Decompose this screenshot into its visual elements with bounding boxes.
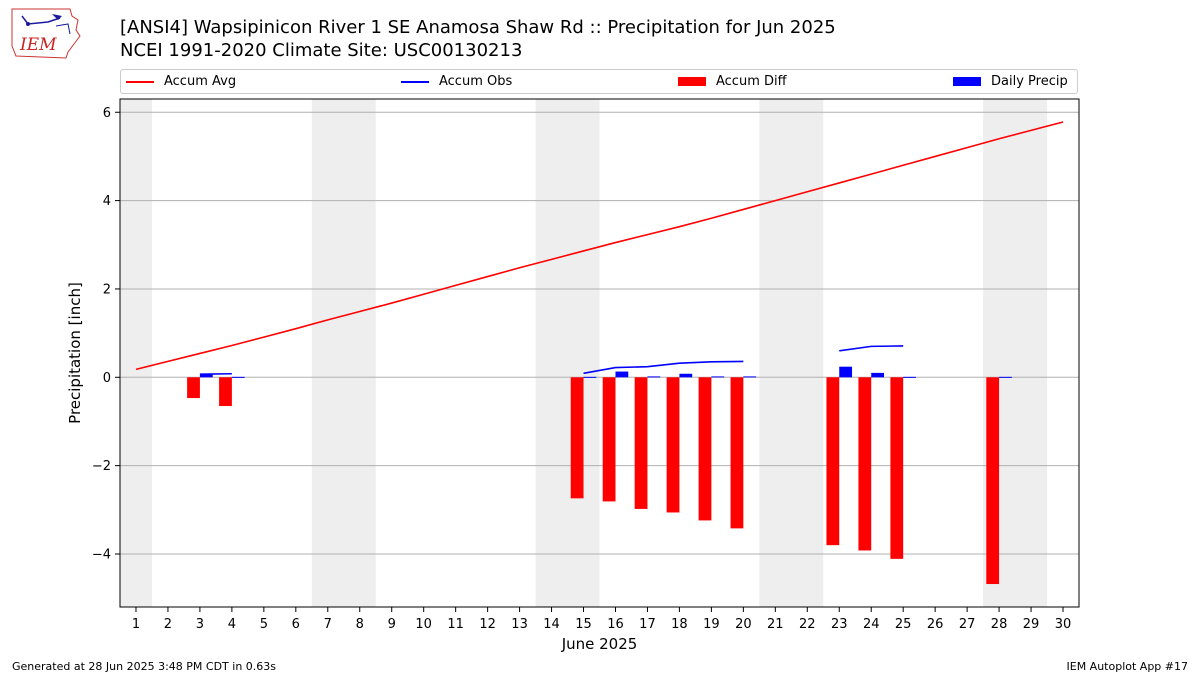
daily-precip-bar bbox=[615, 371, 629, 378]
accum-diff-bar bbox=[890, 377, 904, 559]
accum-diff-bar bbox=[986, 377, 1000, 585]
x-axis-ticks: 1 2 3 4 5 6 7 8 9 10 11 12 13 14 15 16 17 18 19 20 21 22 23 24 2… bbox=[132, 607, 1071, 632]
legend-item-daily-precip: Daily Precip bbox=[953, 74, 1068, 89]
x-tick-label: 7 bbox=[324, 617, 332, 632]
legend-swatch-accum-avg bbox=[126, 80, 154, 83]
y-tick-label: 4 bbox=[103, 194, 111, 209]
weekend-span-3 bbox=[759, 99, 824, 607]
x-tick-label: 18 bbox=[671, 617, 688, 632]
x-tick-label: 24 bbox=[863, 617, 880, 632]
accum-diff-bar bbox=[602, 377, 616, 502]
chart-subtitle: NCEI 1991-2020 Climate Site: USC00130213 bbox=[120, 40, 523, 61]
x-tick-label: 17 bbox=[639, 617, 656, 632]
daily-precip-bar bbox=[711, 376, 725, 378]
daily-precip-bar bbox=[839, 366, 853, 378]
accum-diff-bar bbox=[219, 377, 232, 407]
accum-diff-bar bbox=[858, 377, 872, 551]
iowa-state-outline-icon: IEM bbox=[11, 8, 81, 59]
x-tick-label: 9 bbox=[388, 617, 396, 632]
legend-item-accum-obs: Accum Obs bbox=[401, 74, 512, 89]
weekend-span-1 bbox=[311, 99, 376, 607]
x-tick-label: 20 bbox=[735, 617, 752, 632]
legend-swatch-daily-precip bbox=[953, 77, 981, 86]
x-tick-label: 10 bbox=[415, 617, 432, 632]
x-tick-label: 6 bbox=[292, 617, 300, 632]
x-tick-label: 30 bbox=[1055, 617, 1072, 632]
accum-avg-line bbox=[135, 121, 1064, 371]
plot-frame bbox=[119, 98, 1080, 608]
legend-label-accum-diff: Accum Diff bbox=[716, 74, 787, 89]
bar-series bbox=[187, 366, 1012, 585]
legend-item-accum-avg: Accum Avg bbox=[126, 74, 236, 89]
app-credit: IEM Autoplot App #17 bbox=[1066, 660, 1189, 673]
x-tick-label: 21 bbox=[767, 617, 784, 632]
legend-item-accum-diff: Accum Diff bbox=[678, 74, 787, 89]
weekend-span-0 bbox=[120, 99, 152, 607]
x-tick-label: 4 bbox=[228, 617, 236, 632]
y-tick-label: 2 bbox=[103, 282, 111, 297]
x-tick-label: 29 bbox=[1023, 617, 1040, 632]
x-tick-label: 28 bbox=[991, 617, 1008, 632]
daily-precip-bar bbox=[903, 376, 916, 378]
x-axis-label: June 2025 bbox=[561, 635, 638, 653]
x-tick-label: 26 bbox=[927, 617, 944, 632]
y-tick-label: −4 bbox=[92, 547, 111, 562]
x-tick-label: 27 bbox=[959, 617, 976, 632]
x-tick-label: 5 bbox=[260, 617, 268, 632]
x-tick-label: 1 bbox=[132, 617, 140, 632]
legend-swatch-accum-diff bbox=[678, 77, 706, 86]
x-tick-label: 2 bbox=[164, 617, 172, 632]
daily-precip-bar bbox=[231, 376, 245, 378]
weekend-span-2 bbox=[535, 99, 600, 607]
daily-precip-bar bbox=[199, 374, 213, 378]
daily-precip-bar bbox=[999, 376, 1012, 378]
x-tick-label: 13 bbox=[511, 617, 528, 632]
legend-label-accum-obs: Accum Obs bbox=[439, 74, 513, 89]
x-tick-label: 23 bbox=[831, 617, 848, 632]
x-tick-label: 11 bbox=[447, 617, 464, 632]
x-tick-label: 16 bbox=[607, 617, 624, 632]
chart-legend: Accum Avg Accum Obs Accum Diff Daily Pre… bbox=[120, 69, 1078, 94]
accum-diff-bar bbox=[187, 377, 200, 399]
accum-diff-bar bbox=[826, 377, 840, 546]
y-axis-label: Precipitation [inch] bbox=[66, 282, 84, 424]
chart-title: [ANSI4] Wapsipinicon River 1 SE Anamosa … bbox=[120, 17, 836, 38]
accum-diff-bar bbox=[570, 377, 584, 499]
accum-diff-bar bbox=[666, 377, 680, 513]
x-tick-label: 12 bbox=[479, 617, 496, 632]
x-tick-label: 3 bbox=[196, 617, 204, 632]
accum-obs-line-2 bbox=[839, 345, 904, 352]
x-tick-label: 19 bbox=[703, 617, 720, 632]
accum-diff-bar bbox=[730, 377, 744, 529]
x-tick-label: 22 bbox=[799, 617, 816, 632]
daily-precip-bar bbox=[871, 372, 885, 378]
legend-label-accum-avg: Accum Avg bbox=[164, 74, 237, 89]
daily-precip-bar bbox=[647, 376, 661, 378]
svg-text:IEM: IEM bbox=[19, 35, 57, 55]
generated-timestamp: Generated at 28 Jun 2025 3:48 PM CDT in … bbox=[12, 660, 277, 673]
daily-precip-bar bbox=[583, 376, 597, 378]
accum-diff-bar bbox=[634, 377, 648, 509]
legend-label-daily-precip: Daily Precip bbox=[991, 74, 1068, 89]
x-tick-label: 14 bbox=[543, 617, 560, 632]
weekend-shading bbox=[120, 99, 1048, 607]
iem-logo: IEM bbox=[8, 6, 82, 60]
horizontal-gridlines bbox=[120, 111, 1079, 555]
x-tick-label: 15 bbox=[575, 617, 592, 632]
y-tick-label: 6 bbox=[103, 106, 111, 121]
accum-diff-bar bbox=[698, 377, 712, 521]
daily-precip-bar bbox=[679, 373, 693, 378]
y-tick-label: −2 bbox=[92, 459, 111, 474]
line-series bbox=[135, 121, 1064, 376]
y-tick-label: 0 bbox=[103, 371, 111, 386]
x-tick-label: 8 bbox=[356, 617, 364, 632]
x-tick-label: 25 bbox=[895, 617, 912, 632]
daily-precip-bar bbox=[743, 376, 757, 378]
legend-swatch-accum-obs bbox=[401, 80, 429, 83]
y-axis-ticks: −4 −2 0 2 4 6 bbox=[92, 106, 120, 562]
accum-obs-line-1 bbox=[583, 360, 744, 375]
